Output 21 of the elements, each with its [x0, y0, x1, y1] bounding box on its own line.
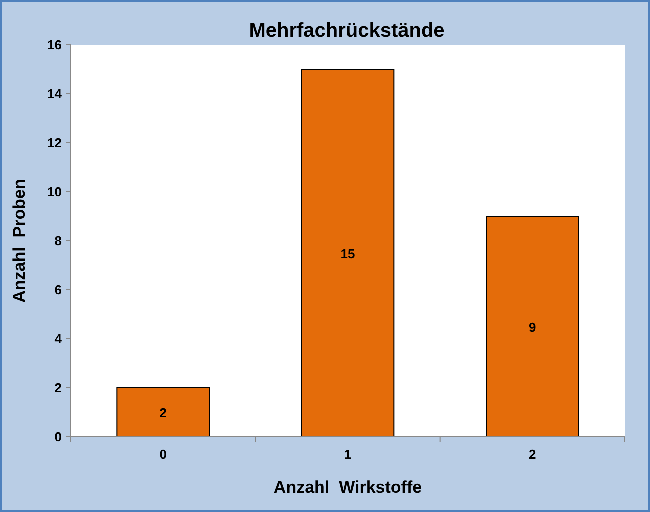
y-tick-label: 2	[54, 380, 62, 396]
bar	[116, 388, 210, 438]
chart-title: Mehrfachrückstände	[249, 20, 445, 42]
y-tick-label: 14	[48, 86, 63, 102]
bar	[301, 69, 395, 438]
y-tick-label: 8	[54, 234, 62, 248]
x-tick-label: 0	[160, 447, 167, 462]
x-axis-title: Anzahl Wirkstoffe	[274, 478, 422, 497]
y-axis-title: Anzahl Proben	[10, 179, 29, 303]
y-tick-label: 6	[54, 282, 62, 298]
y-tick-label: 10	[48, 184, 62, 200]
data-label: 9	[529, 320, 536, 335]
bar	[486, 216, 580, 438]
y-tick-label: 16	[48, 38, 62, 52]
y-tick-label: 4	[54, 332, 63, 346]
data-label: 15	[340, 246, 356, 262]
x-tick-label: 1	[344, 447, 352, 462]
x-tick-label: 2	[529, 447, 536, 462]
y-tick-label: 0	[54, 430, 62, 444]
data-label: 2	[160, 406, 167, 420]
y-tick-label: 12	[48, 136, 62, 150]
